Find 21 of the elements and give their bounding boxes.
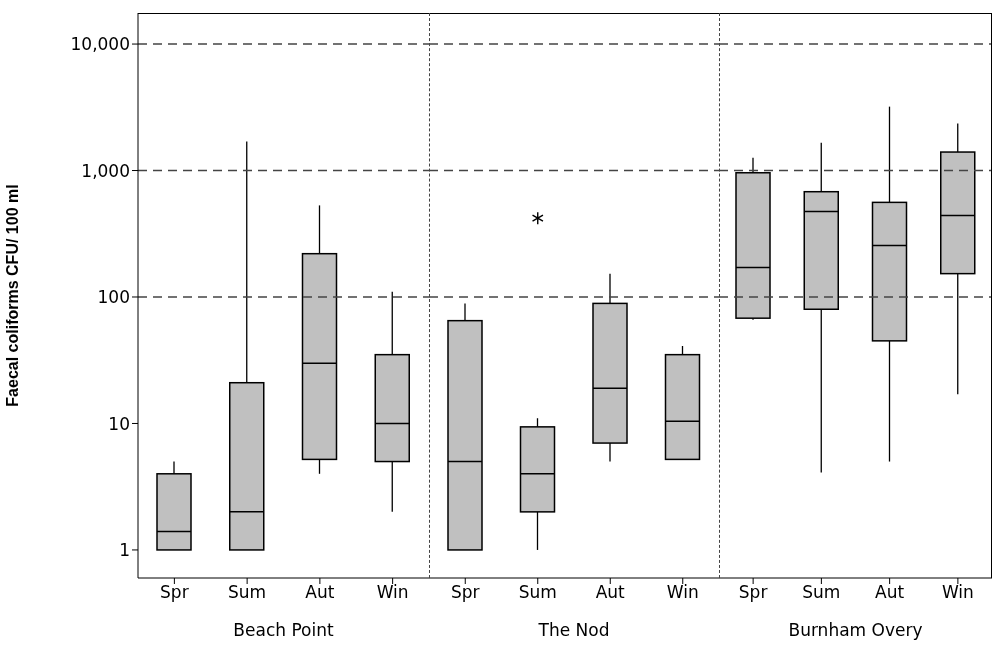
y-tick-label: 10: [108, 413, 130, 434]
x-axis-title: The Nod: [537, 620, 610, 640]
x-tick-label: Sum: [228, 582, 267, 603]
x-tick-label: Aut: [875, 582, 905, 603]
x-tick-label: Sum: [518, 582, 557, 603]
x-tick-label: Sum: [802, 582, 841, 603]
x-tick-label: Aut: [305, 582, 335, 603]
x-tick-label: Win: [666, 582, 699, 603]
x-tick-label: Win: [941, 582, 974, 603]
x-tick-label: Aut: [595, 582, 626, 603]
y-axis-title: Faecal coliforms CFU/ 100 ml: [3, 184, 21, 407]
x-axis-title: Beach Point: [233, 620, 334, 640]
y-tick-label: 1: [119, 539, 130, 560]
x-tick-label: Spr: [450, 582, 480, 603]
x-tick-label: Win: [376, 582, 409, 603]
y-tick-label: 100: [97, 287, 130, 308]
x-tick-label: Spr: [738, 582, 768, 603]
x-axis-title: Burnham Overy: [788, 620, 923, 640]
x-tick-label: Spr: [160, 582, 189, 603]
y-tick-label: 10,000: [70, 34, 130, 55]
y-tick-label: 1,000: [81, 160, 130, 181]
